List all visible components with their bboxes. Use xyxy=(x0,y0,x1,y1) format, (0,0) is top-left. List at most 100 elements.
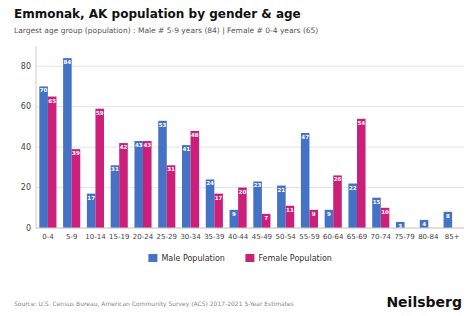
x-tick-label: 85+ xyxy=(445,233,460,241)
bar xyxy=(420,220,429,228)
bar xyxy=(381,208,390,228)
x-tick-label: 55-59 xyxy=(299,233,319,241)
bar xyxy=(286,206,295,228)
data-label: 9 xyxy=(232,211,236,217)
data-label: 26 xyxy=(334,176,342,182)
data-label: 15 xyxy=(373,199,381,205)
bar xyxy=(396,222,405,228)
bar xyxy=(301,133,310,228)
data-label: 59 xyxy=(96,110,104,116)
y-tick-label: 0 xyxy=(26,224,31,233)
data-label: 11 xyxy=(286,207,294,213)
bar xyxy=(182,145,191,228)
data-label: 24 xyxy=(206,180,214,186)
bar xyxy=(95,109,104,228)
data-label: 31 xyxy=(167,166,175,172)
x-tick-label: 20-24 xyxy=(133,233,154,241)
x-tick-label: 35-39 xyxy=(204,233,224,241)
bar xyxy=(325,210,334,228)
bar xyxy=(87,194,96,228)
grid xyxy=(36,66,464,228)
bar xyxy=(238,188,247,228)
bar xyxy=(277,186,286,228)
x-tick-label: 40-44 xyxy=(228,233,249,241)
data-label: 70 xyxy=(40,87,48,93)
y-tick-label: 20 xyxy=(21,183,31,192)
source: Source: U.S. Census Bureau, American Com… xyxy=(14,300,294,308)
x-tick-label: 60-64 xyxy=(323,233,344,241)
data-labels: 7084173143534124923214792215348653959424… xyxy=(40,59,450,229)
bar xyxy=(167,165,176,228)
grid-line xyxy=(36,106,464,107)
grid-line xyxy=(36,228,464,229)
chart: Emmonak, AK population by gender & age La… xyxy=(0,0,474,316)
bar xyxy=(357,119,366,228)
legend-label: Male Population xyxy=(161,254,225,263)
bar xyxy=(230,210,239,228)
x-tick-label: 10-14 xyxy=(85,233,106,241)
bar xyxy=(48,97,57,228)
data-label: 7 xyxy=(264,215,268,221)
x-axis-line xyxy=(36,228,464,229)
data-label: 43 xyxy=(143,142,151,148)
bar xyxy=(309,210,318,228)
bar xyxy=(158,121,167,228)
data-label: 53 xyxy=(159,122,167,128)
data-label: 20 xyxy=(239,189,247,195)
y-tick-label: 60 xyxy=(21,102,31,111)
data-label: 42 xyxy=(120,144,128,150)
bar xyxy=(111,165,120,228)
bar xyxy=(134,141,143,228)
data-label: 17 xyxy=(87,195,95,201)
legend-label: Female Population xyxy=(258,254,332,263)
x-tick-label: 5-9 xyxy=(66,233,77,241)
data-label: 48 xyxy=(191,132,199,138)
data-label: 4 xyxy=(422,221,426,227)
bar xyxy=(348,184,357,228)
bar xyxy=(119,143,128,228)
data-label: 23 xyxy=(254,182,262,188)
x-tick-label: 15-19 xyxy=(109,233,129,241)
x-tick-label: 75-79 xyxy=(394,233,414,241)
bar xyxy=(206,179,215,228)
brand: Neilsberg xyxy=(386,294,462,310)
subtitle: Largest age group (population) : Male # … xyxy=(14,26,318,35)
bar xyxy=(372,198,381,228)
data-label: 43 xyxy=(135,142,143,148)
data-label: 9 xyxy=(312,211,316,217)
x-tick-label: 45-49 xyxy=(252,233,272,241)
data-label: 17 xyxy=(215,195,223,201)
data-label: 22 xyxy=(349,185,357,191)
y-tick-label: 40 xyxy=(21,143,31,152)
data-label: 21 xyxy=(278,187,286,193)
bar xyxy=(191,131,200,228)
x-tick-label: 25-29 xyxy=(157,233,177,241)
bar xyxy=(63,58,72,228)
title: Emmonak, AK population by gender & age xyxy=(14,7,301,21)
x-tick-label: 65-69 xyxy=(347,233,367,241)
bar xyxy=(444,212,453,228)
bar xyxy=(333,175,342,228)
data-label: 84 xyxy=(64,59,72,65)
data-label: 9 xyxy=(327,211,331,217)
bar xyxy=(214,194,223,228)
bar xyxy=(143,141,152,228)
data-label: 65 xyxy=(48,98,56,104)
data-label: 47 xyxy=(301,134,309,140)
data-label: 10 xyxy=(381,209,389,215)
legend: Male Population Female Population xyxy=(148,254,332,263)
bar xyxy=(39,86,48,228)
x-tick-label: 0-4 xyxy=(42,233,54,241)
y-tick-label: 80 xyxy=(21,62,31,71)
data-label: 31 xyxy=(111,166,119,172)
bar xyxy=(72,149,81,228)
x-tick-label: 50-54 xyxy=(275,233,296,241)
grid-line xyxy=(36,66,464,67)
legend-swatch xyxy=(245,254,254,262)
x-tick-label: 70-74 xyxy=(371,233,392,241)
data-label: 8 xyxy=(446,213,450,219)
bar xyxy=(253,181,262,228)
data-label: 41 xyxy=(182,146,190,152)
bars xyxy=(39,58,452,228)
bar xyxy=(262,214,271,228)
